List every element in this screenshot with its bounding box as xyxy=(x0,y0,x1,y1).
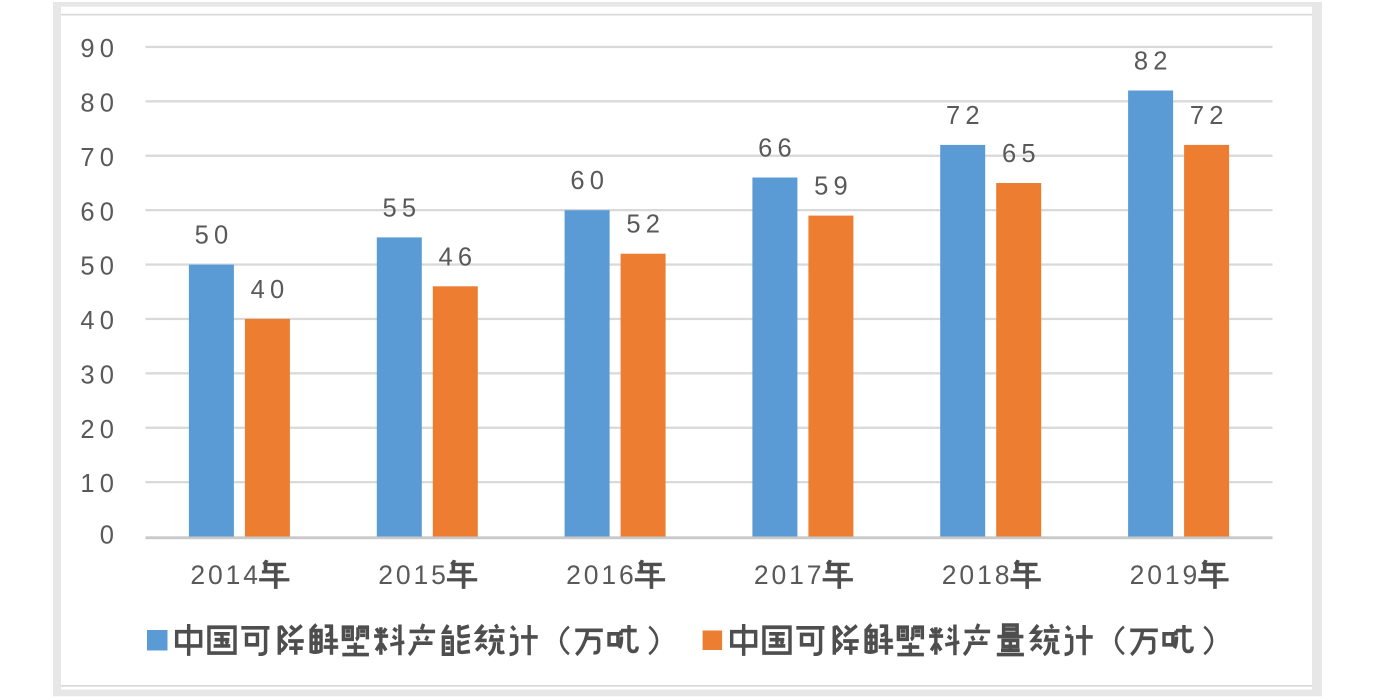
svg-text:30: 30 xyxy=(80,361,119,389)
svg-text:0: 0 xyxy=(100,521,119,549)
svg-text:50: 50 xyxy=(80,253,119,281)
svg-text:72: 72 xyxy=(946,102,985,130)
svg-text:66: 66 xyxy=(758,135,797,163)
svg-text:2018: 2018 xyxy=(942,560,1013,590)
svg-text:10: 10 xyxy=(80,470,119,498)
svg-text:2015: 2015 xyxy=(378,560,449,590)
svg-text:60: 60 xyxy=(570,167,609,195)
svg-text:59: 59 xyxy=(814,173,853,201)
svg-text:20: 20 xyxy=(80,416,119,444)
svg-text:2019: 2019 xyxy=(1130,560,1201,590)
svg-text:2016: 2016 xyxy=(566,560,637,590)
svg-text:55: 55 xyxy=(383,194,422,222)
svg-text:70: 70 xyxy=(80,144,119,172)
svg-text:65: 65 xyxy=(1002,140,1041,168)
svg-text:2017: 2017 xyxy=(754,560,825,590)
svg-text:46: 46 xyxy=(439,243,478,271)
svg-text:2014: 2014 xyxy=(190,560,261,590)
svg-text:40: 40 xyxy=(251,276,290,304)
svg-text:72: 72 xyxy=(1190,102,1229,130)
svg-text:80: 80 xyxy=(80,90,119,118)
svg-text:52: 52 xyxy=(626,211,665,239)
svg-text:82: 82 xyxy=(1134,48,1173,76)
svg-text:50: 50 xyxy=(195,222,234,250)
svg-text:60: 60 xyxy=(80,198,119,226)
svg-text:90: 90 xyxy=(80,35,119,63)
svg-text:40: 40 xyxy=(80,307,119,335)
